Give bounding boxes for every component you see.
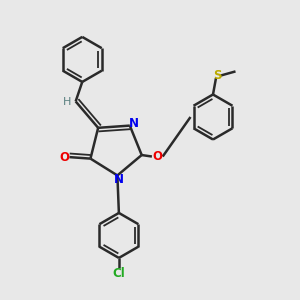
Text: Cl: Cl — [112, 267, 125, 280]
Text: N: N — [129, 117, 139, 130]
Text: H: H — [63, 97, 71, 107]
Text: O: O — [152, 150, 162, 163]
Text: O: O — [59, 151, 69, 164]
Text: S: S — [213, 68, 222, 82]
Text: N: N — [114, 172, 124, 185]
